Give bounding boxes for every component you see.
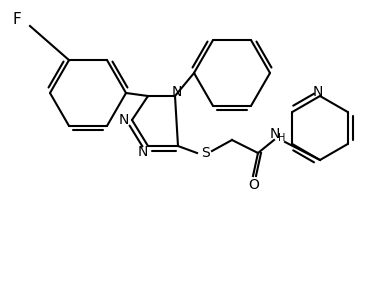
Text: S: S bbox=[201, 146, 209, 160]
Text: N: N bbox=[313, 85, 323, 99]
Text: N: N bbox=[119, 113, 129, 127]
Text: N: N bbox=[270, 127, 280, 141]
Text: H: H bbox=[278, 133, 286, 143]
Text: O: O bbox=[249, 178, 259, 192]
Text: N: N bbox=[138, 145, 148, 159]
Text: N: N bbox=[172, 85, 182, 99]
Text: F: F bbox=[12, 12, 21, 27]
